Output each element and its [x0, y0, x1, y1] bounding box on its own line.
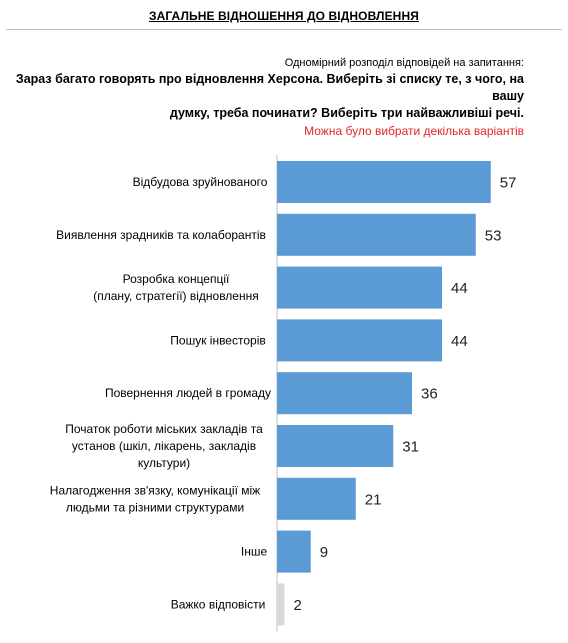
- category-label-6: Початок роботи міських закладів та устано…: [65, 422, 263, 470]
- bar-6: [277, 425, 394, 467]
- data-label-9: 2: [294, 597, 302, 614]
- bar-7: [277, 477, 356, 520]
- question-line-1: Зараз багато говорять про відновлення Хе…: [15, 72, 524, 103]
- data-label-1: 57: [500, 175, 517, 192]
- question-line-2: думку, треба починати? Виберіть три найв…: [169, 106, 524, 120]
- title-divider: [6, 29, 562, 30]
- category-label-4: Пошук інвесторів: [170, 333, 265, 347]
- data-label-3: 44: [451, 280, 468, 297]
- question-block: Одномірний розподіл відповідей на запита…: [4, 56, 524, 139]
- bar-5: [277, 372, 412, 415]
- multiple-answers-note: Можна було вибрати декілька варіантів: [304, 124, 524, 138]
- category-label-2: Виявлення зрадників та колаборантів: [56, 228, 266, 242]
- chart-title: ЗАГАЛЬНЕ ВІДНОШЕННЯ ДО ВІДНОВЛЕННЯ: [149, 9, 419, 23]
- category-label-1: Відбудова зруйнованого: [133, 175, 268, 189]
- category-label-9: Важко відповісти: [171, 597, 266, 611]
- data-label-4: 44: [451, 333, 468, 350]
- data-label-8: 9: [320, 544, 328, 561]
- bar-4: [277, 319, 442, 362]
- bar-8: [277, 530, 311, 573]
- category-label-7: Налагодження зв'язку, комунікації між люд…: [50, 483, 260, 514]
- bar-9: [277, 583, 285, 626]
- category-label-3: Розробка концепції (плану, стратегії) від…: [93, 272, 258, 303]
- bar-1: [277, 161, 491, 203]
- data-label-2: 53: [485, 227, 502, 244]
- question-subtitle: Одномірний розподіл відповідей на запита…: [284, 57, 524, 69]
- category-label-5: Повернення людей в громаду: [105, 386, 271, 400]
- data-label-7: 21: [365, 491, 382, 508]
- bar-2: [277, 213, 476, 256]
- question-text: Зараз багато говорять про відновлення Хе…: [4, 71, 524, 122]
- bar-3: [277, 266, 442, 309]
- category-label-8: Інше: [241, 545, 268, 559]
- data-label-6: 31: [402, 439, 419, 456]
- data-label-5: 36: [421, 386, 438, 403]
